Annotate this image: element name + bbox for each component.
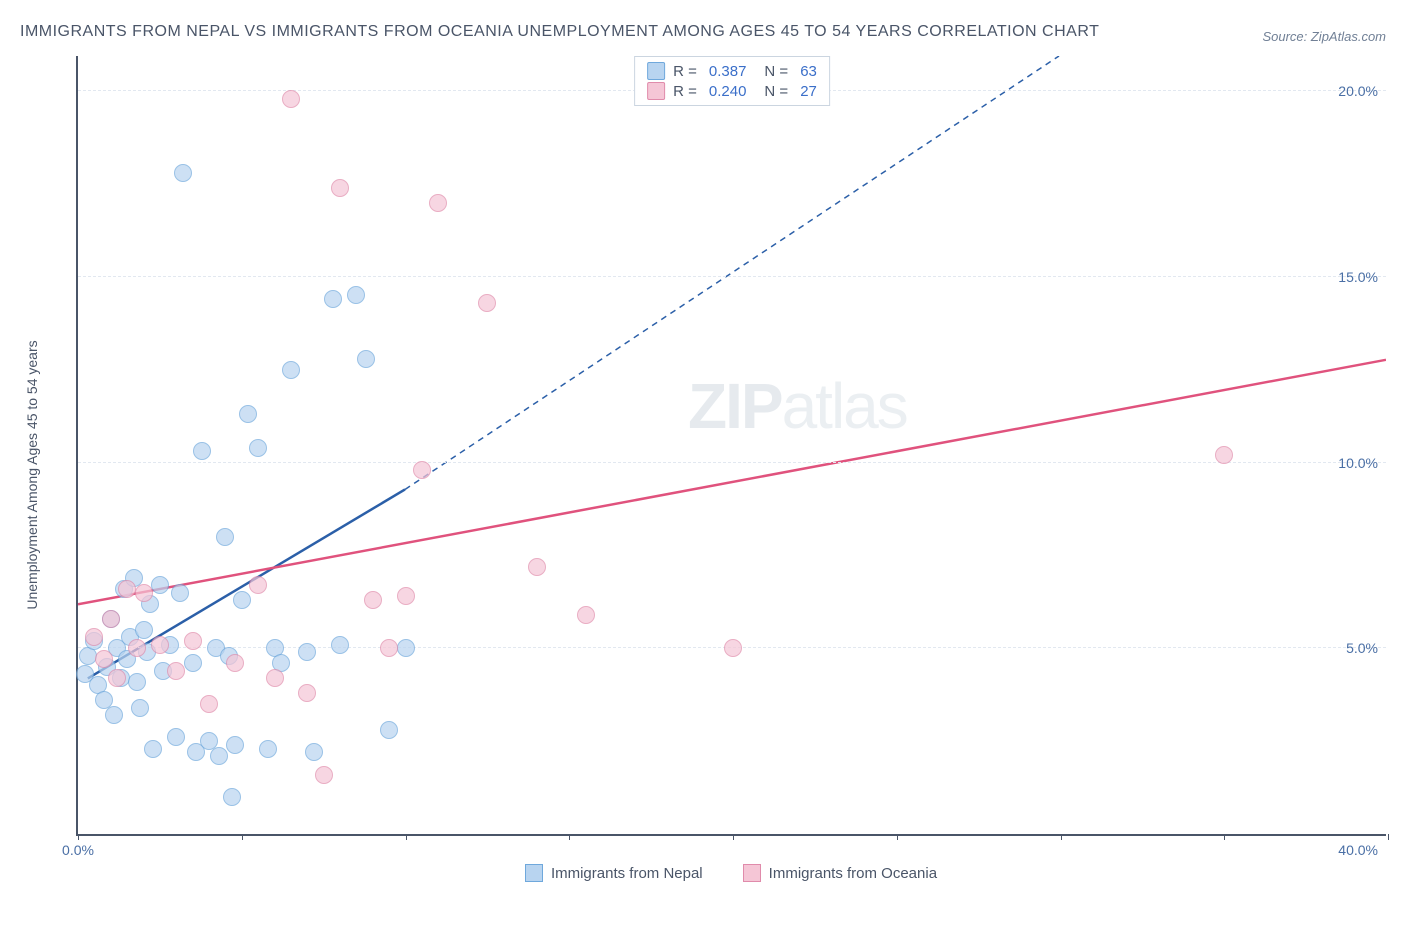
scatter-point	[95, 650, 113, 668]
x-tick	[733, 834, 734, 840]
scatter-point	[478, 294, 496, 312]
scatter-point	[128, 639, 146, 657]
scatter-point	[380, 721, 398, 739]
legend-label-nepal: Immigrants from Nepal	[551, 865, 703, 882]
r-value-nepal: 0.387	[709, 63, 747, 80]
watermark: ZIPatlas	[688, 369, 907, 443]
scatter-point	[305, 743, 323, 761]
scatter-point	[216, 528, 234, 546]
scatter-point	[249, 576, 267, 594]
chart-title: IMMIGRANTS FROM NEPAL VS IMMIGRANTS FROM…	[20, 20, 1099, 44]
scatter-point	[167, 728, 185, 746]
scatter-point	[174, 164, 192, 182]
scatter-point	[413, 461, 431, 479]
scatter-point	[331, 636, 349, 654]
scatter-point	[193, 442, 211, 460]
scatter-point	[226, 736, 244, 754]
x-tick	[1061, 834, 1062, 840]
y-tick-label: 15.0%	[1338, 269, 1378, 285]
scatter-point	[105, 706, 123, 724]
scatter-point	[210, 747, 228, 765]
scatter-point	[85, 628, 103, 646]
scatter-point	[429, 194, 447, 212]
scatter-point	[249, 439, 267, 457]
scatter-point	[223, 788, 241, 806]
series-legend: Immigrants from Nepal Immigrants from Oc…	[76, 864, 1386, 882]
scatter-point	[266, 669, 284, 687]
trend-lines	[78, 56, 1386, 834]
legend-label-oceania: Immigrants from Oceania	[769, 865, 937, 882]
scatter-point	[200, 695, 218, 713]
scatter-point	[282, 90, 300, 108]
x-tick	[78, 834, 79, 840]
scatter-point	[184, 632, 202, 650]
scatter-point	[315, 766, 333, 784]
scatter-point	[135, 584, 153, 602]
x-tick	[406, 834, 407, 840]
scatter-point	[1215, 446, 1233, 464]
scatter-point	[135, 621, 153, 639]
x-tick	[242, 834, 243, 840]
correlation-legend: R = 0.387 N = 63 R = 0.240 N = 27	[634, 56, 830, 106]
scatter-point	[298, 643, 316, 661]
scatter-point	[108, 669, 126, 687]
scatter-point	[131, 699, 149, 717]
gridline	[78, 276, 1386, 277]
legend-row-nepal: R = 0.387 N = 63	[647, 61, 817, 81]
plot-area: ZIPatlas R = 0.387 N = 63 R = 0.240 N = …	[76, 56, 1386, 836]
scatter-point	[724, 639, 742, 657]
scatter-point	[144, 740, 162, 758]
scatter-point	[331, 179, 349, 197]
x-min-label: 0.0%	[62, 842, 94, 858]
n-value-nepal: 63	[800, 63, 817, 80]
scatter-point	[357, 350, 375, 368]
source-label: Source: ZipAtlas.com	[1262, 29, 1386, 44]
x-tick	[897, 834, 898, 840]
scatter-point	[397, 587, 415, 605]
chart-container: Unemployment Among Ages 45 to 54 years Z…	[20, 52, 1386, 882]
scatter-point	[324, 290, 342, 308]
scatter-point	[528, 558, 546, 576]
scatter-point	[233, 591, 251, 609]
scatter-point	[151, 576, 169, 594]
scatter-point	[298, 684, 316, 702]
y-tick-label: 10.0%	[1338, 455, 1378, 471]
scatter-point	[184, 654, 202, 672]
legend-swatch-oceania	[647, 82, 665, 100]
scatter-point	[102, 610, 120, 628]
scatter-point	[259, 740, 277, 758]
legend-swatch-nepal	[647, 62, 665, 80]
scatter-point	[171, 584, 189, 602]
x-max-label: 40.0%	[1338, 842, 1378, 858]
scatter-point	[364, 591, 382, 609]
n-value-oceania: 27	[800, 83, 817, 100]
x-tick	[1224, 834, 1225, 840]
legend-color-nepal	[525, 864, 543, 882]
legend-item-oceania: Immigrants from Oceania	[743, 864, 937, 882]
gridline	[78, 462, 1386, 463]
scatter-point	[128, 673, 146, 691]
legend-color-oceania	[743, 864, 761, 882]
scatter-point	[577, 606, 595, 624]
scatter-point	[397, 639, 415, 657]
legend-row-oceania: R = 0.240 N = 27	[647, 81, 817, 101]
y-tick-label: 5.0%	[1346, 640, 1378, 656]
r-value-oceania: 0.240	[709, 83, 747, 100]
x-tick	[1388, 834, 1389, 840]
scatter-point	[239, 405, 257, 423]
scatter-point	[347, 286, 365, 304]
scatter-point	[167, 662, 185, 680]
scatter-point	[226, 654, 244, 672]
x-tick	[569, 834, 570, 840]
y-axis-title: Unemployment Among Ages 45 to 54 years	[24, 340, 40, 609]
scatter-point	[282, 361, 300, 379]
scatter-point	[118, 580, 136, 598]
y-tick-label: 20.0%	[1338, 83, 1378, 99]
scatter-point	[151, 636, 169, 654]
scatter-point	[380, 639, 398, 657]
legend-item-nepal: Immigrants from Nepal	[525, 864, 703, 882]
